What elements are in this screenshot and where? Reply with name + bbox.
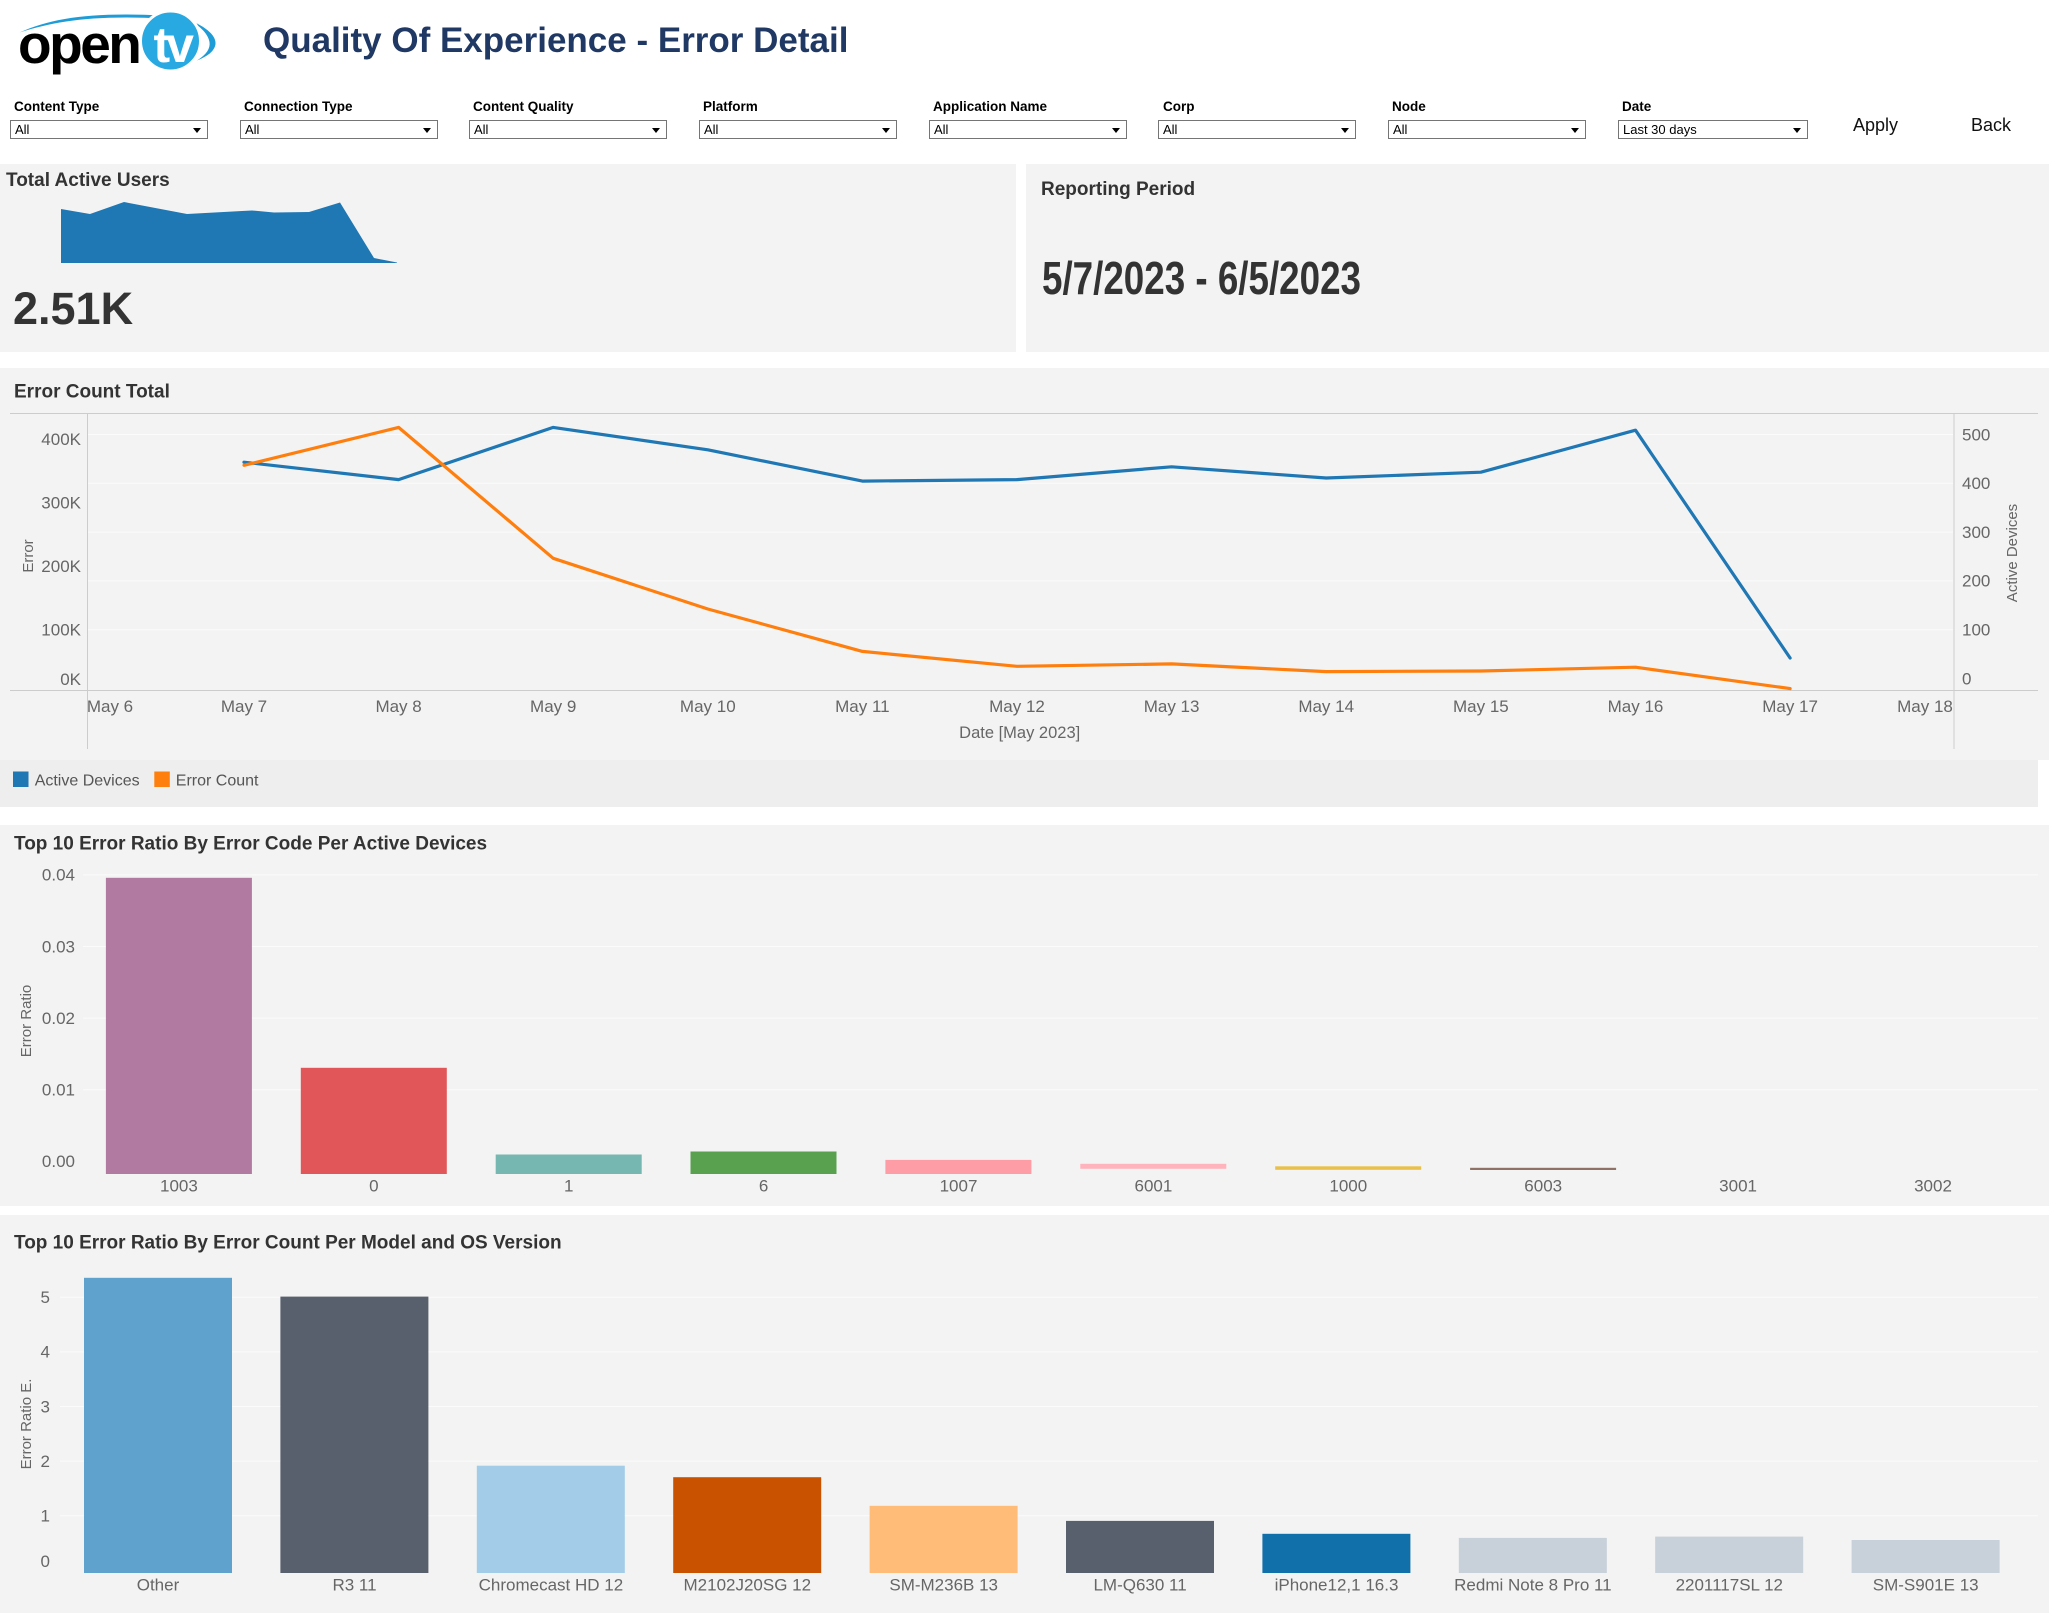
svg-text:Error: Error [20, 539, 37, 572]
svg-text:May 9: May 9 [530, 697, 576, 716]
svg-text:M2102J20SG 12: M2102J20SG 12 [684, 1576, 812, 1595]
svg-text:May 7: May 7 [221, 697, 267, 716]
svg-text:0: 0 [369, 1177, 378, 1196]
svg-text:300: 300 [1962, 523, 1990, 542]
svg-text:5: 5 [41, 1288, 50, 1307]
svg-text:R3 11: R3 11 [332, 1576, 376, 1595]
svg-text:May 18: May 18 [1897, 697, 1953, 716]
svg-text:5/7/2023 - 6/5/2023: 5/7/2023 - 6/5/2023 [1042, 252, 1361, 304]
svg-text:Error Count Total: Error Count Total [14, 382, 170, 403]
svg-text:2201117SL 12: 2201117SL 12 [1676, 1576, 1783, 1595]
svg-text:Chromecast HD 12: Chromecast HD 12 [479, 1576, 624, 1595]
svg-text:0.02: 0.02 [42, 1009, 75, 1028]
svg-text:Error Ratio: Error Ratio [18, 985, 35, 1058]
svg-text:3001: 3001 [1719, 1177, 1757, 1196]
svg-text:1000: 1000 [1329, 1177, 1367, 1196]
svg-text:SM-M236B 13: SM-M236B 13 [889, 1576, 998, 1595]
svg-text:100K: 100K [41, 621, 81, 640]
svg-text:Top 10 Error Ratio By Error Co: Top 10 Error Ratio By Error Count Per Mo… [14, 1233, 562, 1254]
svg-text:Active Devices: Active Devices [35, 773, 140, 790]
svg-text:500: 500 [1962, 425, 1990, 444]
svg-text:Date [May 2023]: Date [May 2023] [959, 724, 1080, 742]
svg-text:0: 0 [41, 1552, 50, 1571]
svg-text:May 14: May 14 [1298, 697, 1354, 716]
svg-text:SM-S901E 13: SM-S901E 13 [1873, 1576, 1979, 1595]
svg-text:3002: 3002 [1914, 1177, 1952, 1196]
svg-text:1: 1 [564, 1177, 573, 1196]
svg-text:0.00: 0.00 [42, 1152, 75, 1171]
svg-text:2: 2 [41, 1452, 50, 1471]
svg-text:Error Count: Error Count [176, 773, 259, 790]
svg-text:May 10: May 10 [680, 697, 736, 716]
svg-text:0: 0 [1962, 669, 1971, 688]
svg-text:400: 400 [1962, 474, 1990, 493]
svg-text:200: 200 [1962, 572, 1990, 591]
svg-text:1007: 1007 [940, 1177, 978, 1196]
svg-text:400K: 400K [41, 430, 81, 449]
svg-text:May 13: May 13 [1144, 697, 1200, 716]
svg-text:1: 1 [41, 1507, 50, 1526]
svg-text:Other: Other [137, 1576, 180, 1595]
svg-text:May 6: May 6 [87, 697, 133, 716]
svg-text:May 16: May 16 [1608, 697, 1664, 716]
svg-text:0.03: 0.03 [42, 937, 75, 956]
svg-text:6003: 6003 [1524, 1177, 1562, 1196]
svg-text:open: open [18, 13, 139, 75]
svg-text:Top 10 Error Ratio By Error Co: Top 10 Error Ratio By Error Code Per Act… [14, 834, 487, 855]
svg-text:May 11: May 11 [835, 697, 890, 716]
svg-text:3: 3 [41, 1397, 50, 1416]
svg-text:300K: 300K [41, 493, 81, 512]
svg-text:0K: 0K [60, 670, 81, 689]
svg-text:May 17: May 17 [1762, 697, 1818, 716]
svg-text:100: 100 [1962, 621, 1990, 640]
svg-text:6: 6 [759, 1177, 768, 1196]
svg-text:0.01: 0.01 [42, 1081, 75, 1100]
svg-text:200K: 200K [41, 557, 81, 576]
svg-text:May 15: May 15 [1453, 697, 1509, 716]
svg-text:Active Devices: Active Devices [2004, 504, 2021, 602]
svg-text:4: 4 [41, 1343, 50, 1362]
svg-text:LM-Q630 11: LM-Q630 11 [1093, 1576, 1186, 1595]
svg-text:1003: 1003 [160, 1177, 198, 1196]
svg-text:May 12: May 12 [989, 697, 1045, 716]
svg-text:0.04: 0.04 [42, 866, 75, 885]
svg-text:Error Ratio E.: Error Ratio E. [18, 1379, 35, 1470]
svg-text:iPhone12,1 16.3: iPhone12,1 16.3 [1275, 1576, 1399, 1595]
svg-text:May 8: May 8 [375, 697, 421, 716]
svg-text:6001: 6001 [1134, 1177, 1172, 1196]
svg-text:Redmi Note 8 Pro 11: Redmi Note 8 Pro 11 [1454, 1576, 1611, 1595]
